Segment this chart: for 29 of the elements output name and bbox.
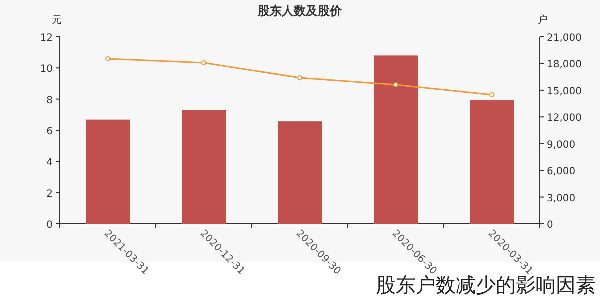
y2-tick-label: 3,000 [547, 193, 576, 204]
bar [374, 56, 418, 224]
y-tick-label: 4 [46, 158, 53, 169]
bar [182, 110, 226, 224]
y-tick-label: 8 [46, 95, 53, 106]
y-tick-label: 6 [46, 126, 53, 138]
y2-tick-label: 0 [547, 220, 554, 231]
y2-tick-label: 12,000 [547, 113, 582, 124]
y-tick-label: 10 [40, 64, 53, 76]
y-tick-label: 2 [46, 188, 53, 200]
text: 股东户数减少的影响因素 [376, 273, 596, 297]
y2-tick-label: 18,000 [547, 60, 582, 71]
point [106, 56, 110, 62]
point [490, 92, 494, 98]
y2-axis-title: 户 [538, 14, 548, 26]
point [202, 60, 206, 66]
y2-tick-label: 15,000 [547, 86, 582, 98]
y2-tick-label: 6,000 [547, 166, 576, 178]
bar [86, 120, 130, 224]
bar [278, 122, 322, 224]
chart-title: 股东人数及股价 [257, 4, 343, 18]
point [298, 75, 302, 80]
point [394, 82, 398, 88]
y-axis-title: 元 [52, 15, 62, 26]
y-tick-label: 12 [40, 33, 53, 44]
y2-tick-label: 9,000 [547, 140, 576, 151]
y-tick-label: 0 [46, 220, 53, 231]
y2-tick-label: 21,000 [547, 33, 582, 44]
bar [470, 100, 514, 224]
